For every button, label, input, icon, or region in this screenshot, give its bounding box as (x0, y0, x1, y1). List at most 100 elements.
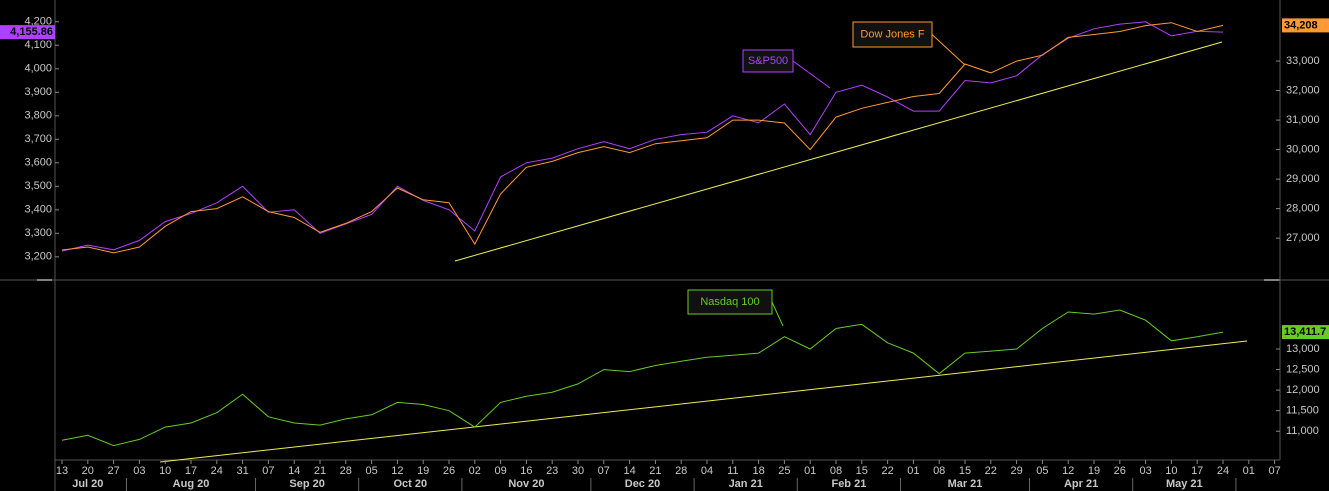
x-tick-label: 20 (82, 465, 94, 477)
y-tick-label: 4,100 (24, 39, 52, 51)
last-value-label: 4,155.86 (10, 26, 53, 38)
y-tick-label: 4,200 (24, 16, 52, 28)
legend-label: Dow Jones F (860, 28, 924, 40)
x-tick-label: 26 (1114, 465, 1126, 477)
month-label: Jul 20 (72, 478, 103, 490)
y-tick-label: 11,500 (1286, 405, 1319, 417)
x-tick-label: 11 (727, 465, 738, 477)
x-tick-label: 01 (907, 465, 919, 477)
y-tick-label: 3,900 (24, 86, 52, 98)
y-tick-label: 3,200 (24, 251, 52, 263)
legend-label: S&P500 (748, 55, 788, 67)
x-tick-label: 05 (365, 465, 377, 477)
callout-box (742, 49, 794, 73)
y-tick-label: 30,000 (1286, 144, 1320, 156)
x-tick-label: 23 (546, 465, 558, 477)
y-tick-label: 3,400 (24, 204, 52, 216)
x-tick-label: 03 (1139, 465, 1151, 477)
x-tick-label: 14 (288, 465, 300, 477)
x-tick-label: 03 (133, 465, 145, 477)
x-tick-label: 01 (1243, 465, 1255, 477)
x-tick-label: 30 (572, 465, 584, 477)
y-tick-label: 3,800 (24, 110, 52, 122)
x-tick-label: 17 (185, 465, 197, 477)
x-tick-label: 22 (985, 465, 997, 477)
x-tick-label: 07 (598, 465, 610, 477)
x-tick-label: 27 (107, 465, 119, 477)
x-tick-label: 10 (1165, 465, 1177, 477)
x-tick-label: 17 (1191, 465, 1203, 477)
x-tick-label: 18 (752, 465, 764, 477)
month-label: Oct 20 (393, 478, 427, 490)
y-tick-label: 11,000 (1286, 425, 1319, 437)
x-tick-label: 26 (443, 465, 455, 477)
series-line (61, 309, 1224, 447)
x-tick-label: 05 (1036, 465, 1048, 477)
x-tick-label: 07 (1268, 465, 1280, 477)
x-tick-label: 15 (856, 465, 868, 477)
month-label: Jan 21 (729, 478, 763, 490)
x-tick-label: 21 (649, 465, 661, 477)
last-value-box (0, 25, 55, 40)
series-line (61, 21, 1224, 252)
month-label: Apr 21 (1064, 478, 1098, 490)
x-tick-label: 24 (1217, 465, 1229, 477)
x-tick-label: 24 (211, 465, 223, 477)
last-value-box (1282, 325, 1329, 340)
callout-leader (792, 60, 831, 89)
x-tick-label: 28 (340, 465, 352, 477)
y-tick-label: 12,000 (1286, 384, 1320, 396)
month-label: Mar 21 (948, 478, 983, 490)
x-tick-label: 02 (469, 465, 481, 477)
y-tick-label: 4,000 (24, 63, 52, 75)
x-tick-label: 07 (262, 465, 274, 477)
month-label: Feb 21 (831, 478, 866, 490)
x-tick-label: 25 (778, 465, 790, 477)
x-tick-label: 10 (159, 465, 171, 477)
x-tick-label: 13 (56, 465, 68, 477)
series-line (61, 22, 1224, 254)
x-tick-label: 19 (417, 465, 429, 477)
x-tick-label: 21 (314, 465, 326, 477)
y-tick-label: 3,500 (24, 180, 52, 192)
callout-leader (931, 34, 966, 66)
y-tick-label: 13,000 (1286, 343, 1320, 355)
x-tick-label: 08 (933, 465, 945, 477)
month-label: Aug 20 (173, 478, 210, 490)
y-tick-label: 3,300 (24, 227, 52, 239)
x-tick-label: 08 (830, 465, 842, 477)
x-tick-label: 29 (1010, 465, 1022, 477)
x-tick-label: 31 (236, 465, 248, 477)
last-value-label: 34,208 (1284, 19, 1318, 31)
callout-box (852, 21, 933, 48)
x-tick-label: 14 (623, 465, 635, 477)
x-tick-label: 19 (1088, 465, 1100, 477)
month-label: Sep 20 (289, 478, 324, 490)
y-tick-label: 3,700 (24, 133, 52, 145)
x-tick-label: 12 (1062, 465, 1074, 477)
legend-label: Nasdaq 100 (700, 296, 759, 308)
month-label: Nov 20 (508, 478, 544, 490)
y-tick-label: 29,000 (1286, 173, 1320, 185)
y-tick-label: 27,000 (1286, 232, 1320, 244)
x-tick-label: 22 (881, 465, 893, 477)
month-label: May 21 (1166, 478, 1203, 490)
y-tick-label: 33,000 (1286, 55, 1320, 67)
callout-box (687, 289, 773, 315)
x-tick-label: 12 (391, 465, 403, 477)
callout-leader (771, 301, 784, 327)
y-tick-label: 12,500 (1286, 363, 1320, 375)
trend-line (454, 41, 1223, 262)
y-tick-label: 3,600 (24, 157, 52, 169)
last-value-box (1282, 18, 1329, 33)
y-tick-label: 31,000 (1286, 114, 1320, 126)
x-tick-label: 15 (959, 465, 971, 477)
x-tick-label: 16 (520, 465, 532, 477)
y-tick-label: 32,000 (1286, 84, 1320, 96)
last-value-label: 13,411.7 (1284, 326, 1326, 338)
x-tick-label: 28 (675, 465, 687, 477)
trend-line (159, 340, 1248, 463)
x-tick-label: 04 (701, 465, 713, 477)
x-tick-label: 09 (494, 465, 506, 477)
